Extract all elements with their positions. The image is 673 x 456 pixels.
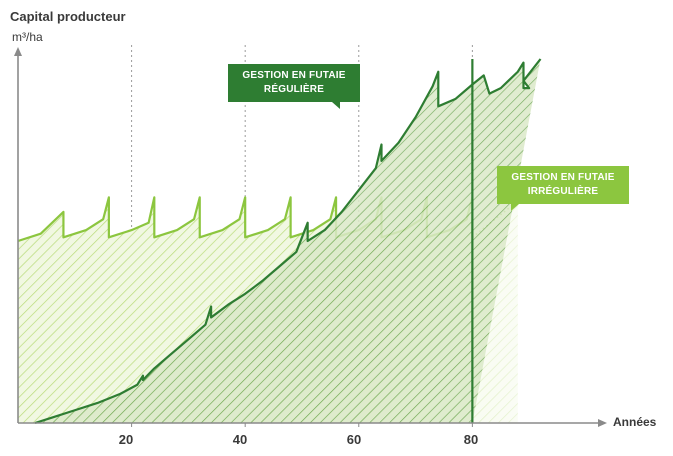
y-axis-unit: m³/ha — [12, 30, 43, 44]
x-tick-label: 80 — [463, 432, 479, 447]
y-axis-title: Capital producteur — [10, 9, 126, 24]
regular-line — [34, 58, 542, 425]
callout-irregular-line2: IRRÉGULIÈRE — [527, 186, 599, 197]
x-tick-label: 20 — [118, 432, 134, 447]
callout-irregular: GESTION EN FUTAIE IRRÉGULIÈRE — [497, 166, 629, 211]
regular-area — [34, 58, 542, 425]
x-tick-label: 60 — [346, 432, 362, 447]
callout-regular: GESTION EN FUTAIE RÉGULIÈRE — [228, 64, 360, 109]
callout-irregular-line1: GESTION EN FUTAIE — [511, 172, 615, 183]
axes — [14, 47, 607, 427]
x-axis-title: Années — [613, 415, 657, 429]
callout-regular-line2: RÉGULIÈRE — [263, 84, 325, 95]
regular-area-fill — [35, 59, 541, 423]
x-tick-label: 40 — [232, 432, 248, 447]
callout-regular-line1: GESTION EN FUTAIE — [242, 70, 346, 81]
y-axis-arrow — [14, 47, 22, 56]
x-axis-arrow — [598, 419, 607, 427]
